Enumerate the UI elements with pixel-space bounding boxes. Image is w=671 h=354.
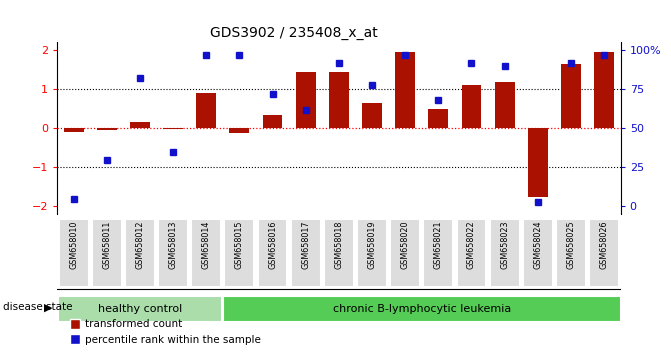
Bar bbox=[462, 85, 481, 128]
Bar bbox=[495, 81, 515, 128]
Text: GSM658019: GSM658019 bbox=[368, 221, 376, 269]
Text: GSM658016: GSM658016 bbox=[268, 221, 277, 269]
Text: GSM658020: GSM658020 bbox=[401, 221, 410, 269]
FancyBboxPatch shape bbox=[258, 219, 287, 287]
Bar bbox=[163, 128, 183, 129]
Text: GSM658025: GSM658025 bbox=[566, 221, 576, 269]
Bar bbox=[395, 52, 415, 128]
FancyBboxPatch shape bbox=[357, 219, 387, 287]
FancyBboxPatch shape bbox=[158, 219, 188, 287]
Text: GSM658018: GSM658018 bbox=[334, 221, 344, 269]
Bar bbox=[528, 128, 548, 196]
Text: GSM658017: GSM658017 bbox=[301, 221, 310, 269]
FancyBboxPatch shape bbox=[556, 219, 586, 287]
Text: GSM658021: GSM658021 bbox=[434, 221, 443, 269]
FancyBboxPatch shape bbox=[523, 219, 553, 287]
Text: chronic B-lymphocytic leukemia: chronic B-lymphocytic leukemia bbox=[333, 304, 511, 314]
Bar bbox=[64, 128, 84, 132]
Text: GSM658015: GSM658015 bbox=[235, 221, 244, 269]
Text: GSM658010: GSM658010 bbox=[69, 221, 78, 269]
Bar bbox=[296, 72, 315, 128]
Bar bbox=[229, 128, 250, 133]
FancyBboxPatch shape bbox=[58, 219, 89, 287]
Bar bbox=[130, 122, 150, 128]
Text: ▶: ▶ bbox=[44, 302, 52, 312]
Legend: transformed count, percentile rank within the sample: transformed count, percentile rank withi… bbox=[66, 315, 266, 349]
Title: GDS3902 / 235408_x_at: GDS3902 / 235408_x_at bbox=[210, 26, 378, 40]
Bar bbox=[428, 109, 448, 128]
FancyBboxPatch shape bbox=[490, 219, 519, 287]
Bar bbox=[97, 128, 117, 130]
FancyBboxPatch shape bbox=[92, 219, 121, 287]
Text: GSM658013: GSM658013 bbox=[168, 221, 178, 269]
Text: GSM658012: GSM658012 bbox=[136, 221, 144, 269]
FancyBboxPatch shape bbox=[589, 219, 619, 287]
FancyBboxPatch shape bbox=[456, 219, 486, 287]
Text: disease state: disease state bbox=[3, 302, 73, 312]
FancyBboxPatch shape bbox=[125, 219, 155, 287]
Bar bbox=[362, 103, 382, 128]
FancyBboxPatch shape bbox=[291, 219, 321, 287]
Bar bbox=[561, 64, 581, 128]
Text: GSM658023: GSM658023 bbox=[500, 221, 509, 269]
Text: GSM658011: GSM658011 bbox=[102, 221, 111, 269]
FancyBboxPatch shape bbox=[391, 219, 420, 287]
FancyBboxPatch shape bbox=[324, 219, 354, 287]
FancyBboxPatch shape bbox=[191, 219, 221, 287]
Bar bbox=[594, 52, 614, 128]
Text: healthy control: healthy control bbox=[98, 304, 182, 314]
FancyBboxPatch shape bbox=[423, 219, 453, 287]
Text: GSM658026: GSM658026 bbox=[600, 221, 609, 269]
Text: GSM658014: GSM658014 bbox=[202, 221, 211, 269]
Bar bbox=[262, 115, 282, 128]
FancyBboxPatch shape bbox=[223, 296, 621, 322]
Text: GSM658024: GSM658024 bbox=[533, 221, 542, 269]
Text: GSM658022: GSM658022 bbox=[467, 221, 476, 269]
Bar bbox=[197, 93, 216, 128]
FancyBboxPatch shape bbox=[225, 219, 254, 287]
Bar bbox=[329, 72, 349, 128]
FancyBboxPatch shape bbox=[58, 296, 222, 322]
